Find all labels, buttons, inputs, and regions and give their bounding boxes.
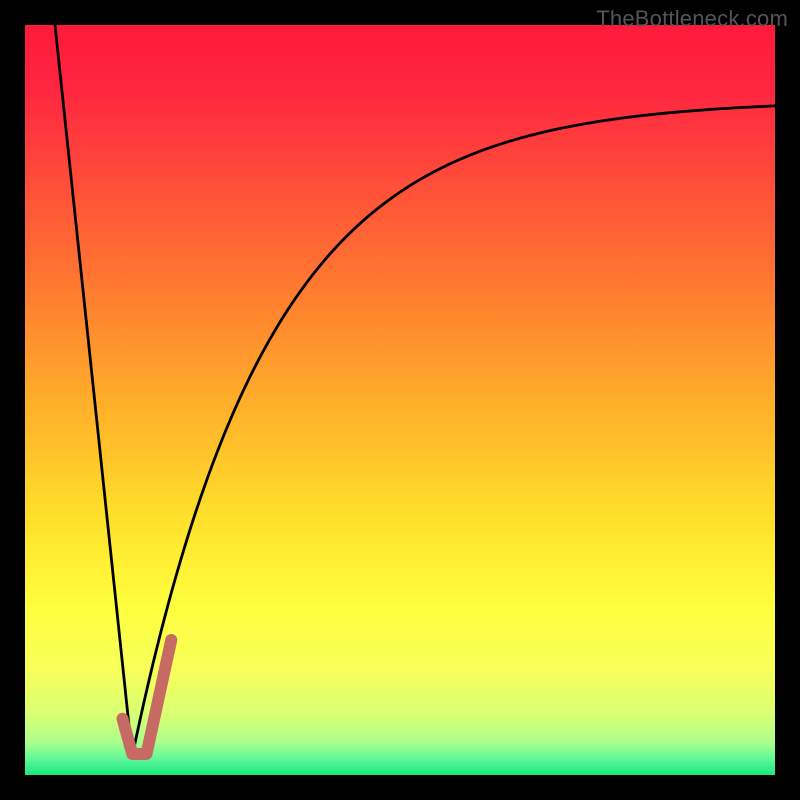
chart-frame: TheBottleneck.com xyxy=(0,0,800,800)
gradient-background xyxy=(25,25,775,775)
watermark-text: TheBottleneck.com xyxy=(596,6,788,32)
plot-area xyxy=(25,25,775,775)
chart-svg xyxy=(25,25,775,775)
